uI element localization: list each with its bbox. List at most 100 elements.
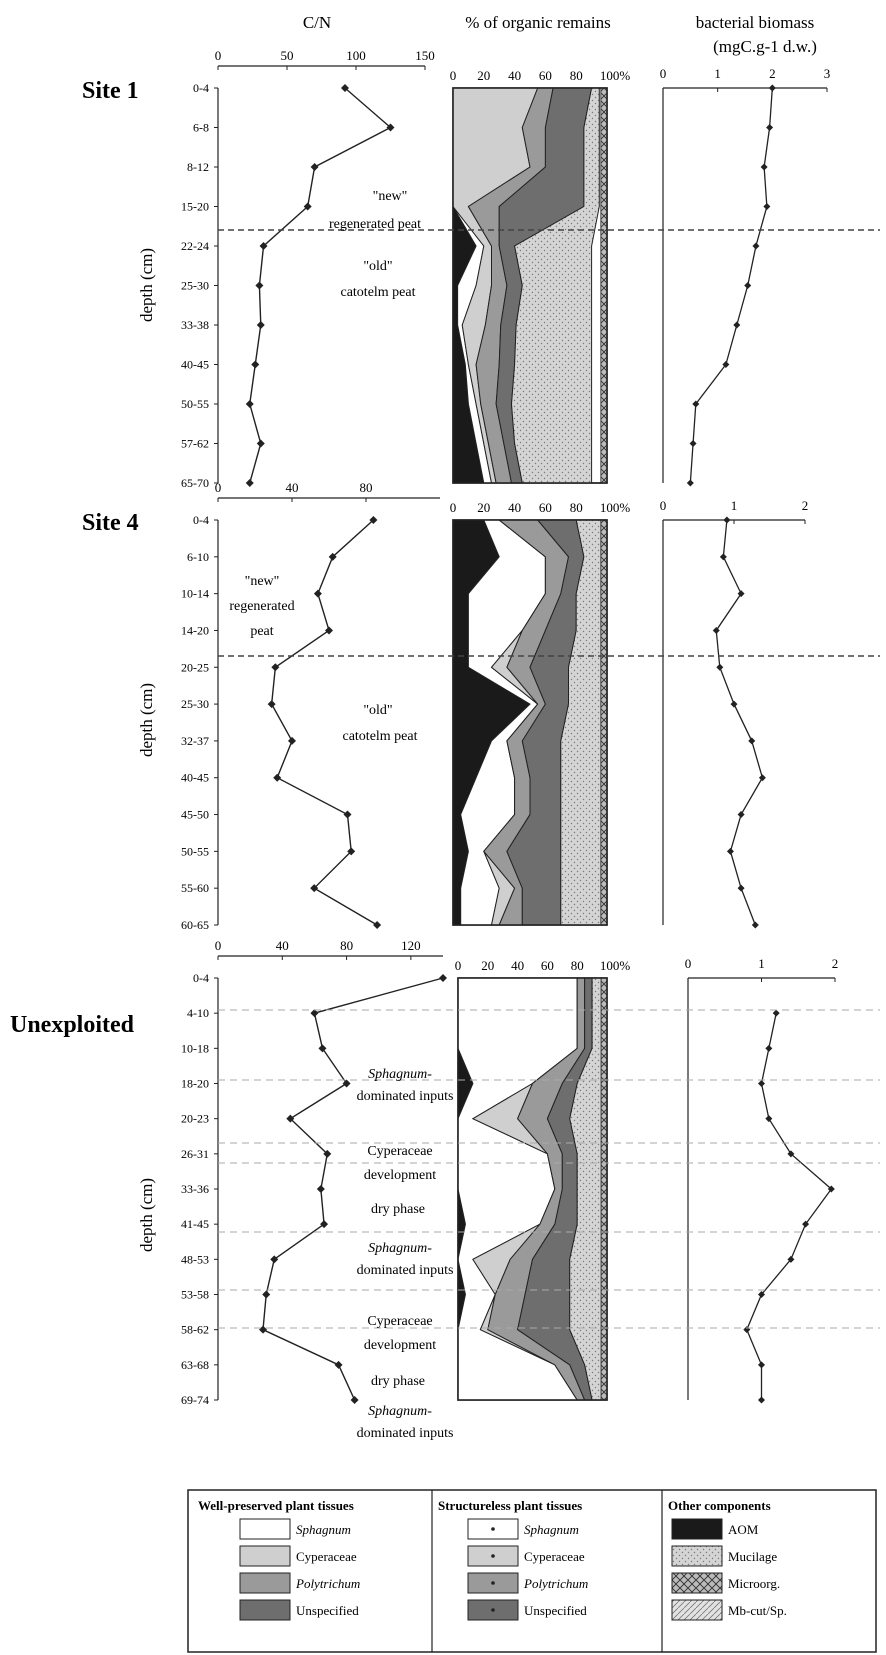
- depth-label-0-6: 33-38: [181, 318, 209, 332]
- bio-series-line-2: [746, 1013, 833, 1400]
- organic-ticklabel-0-3: 60: [539, 68, 552, 83]
- organic-ticklabel-0-4: 80: [570, 68, 583, 83]
- depth-label-2-2: 10-18: [181, 1041, 209, 1055]
- cn-point-2-3: [342, 1079, 351, 1088]
- depth-label-0-10: 65-70: [181, 476, 209, 490]
- depth-label-1-6: 32-37: [181, 734, 209, 748]
- site-label-unexploited: Unexploited: [10, 1012, 135, 1038]
- legend-swatch-mucilage: [671, 1545, 723, 1567]
- bio-point-0-5: [744, 282, 752, 289]
- cn-point-0-10: [245, 479, 254, 487]
- legend-label-mbcut: Mb-cut/Sp.: [728, 1603, 787, 1618]
- depth-label-0-9: 57-62: [181, 437, 209, 451]
- organic-ticklabel-2-2: 40: [511, 958, 524, 973]
- bio-series-line-1: [715, 519, 764, 926]
- bio-point-2-9: [743, 1326, 751, 1334]
- bio-point-1-0: [723, 516, 731, 524]
- bio-point-2-0: [772, 1009, 780, 1017]
- bio-point-0-1: [766, 124, 774, 131]
- cn-ticklabel-0-1: 50: [281, 48, 294, 63]
- depth-label-4: depth (cm): [137, 683, 156, 757]
- bio-point-1-2: [737, 590, 745, 598]
- bio-point-1-8: [737, 811, 745, 819]
- organic-ticklabel-2-1: 20: [481, 958, 494, 973]
- header-biomass-1: bacterial biomass: [696, 13, 815, 32]
- header-organic: % of organic remains: [465, 13, 611, 32]
- cn-point-0-0: [340, 84, 349, 92]
- cn-series-line-1: [270, 519, 378, 926]
- bio-ticklabel-0-0: 0: [660, 66, 667, 81]
- cn-series-line-2: [262, 977, 444, 1401]
- depth-label-1-3: 14-20: [181, 623, 209, 637]
- bio-point-0-9: [689, 440, 697, 447]
- bio-point-1-4: [716, 663, 724, 671]
- bio-point-2-10: [758, 1361, 765, 1369]
- legend-swatch-well-sphagnum: [239, 1518, 291, 1540]
- legend-swatch-well-polytrichum: [239, 1572, 291, 1594]
- bio-point-2-8: [758, 1291, 765, 1298]
- organic-ticklabel-2-0: 0: [455, 958, 462, 973]
- depth-label-2-1: 4-10: [187, 1006, 209, 1020]
- annotation-site1-new: "new": [373, 189, 408, 204]
- depth-label-2-8: 48-53: [181, 1252, 209, 1266]
- cn-point-2-6: [316, 1185, 325, 1193]
- depth-label-1-11: 60-65: [181, 918, 209, 932]
- organic-microorg-strip-1: [600, 519, 608, 926]
- legend-label-microorg: Microorg.: [728, 1576, 780, 1591]
- site-label-4: Site 4: [82, 510, 139, 536]
- cn-point-2-2: [318, 1044, 327, 1053]
- organic-frame-top-0: [452, 87, 608, 484]
- bio-point-0-4: [752, 242, 760, 250]
- annotation-unexp-cyp1-b: development: [364, 1168, 436, 1183]
- cn-ticklabel-0-3: 150: [415, 48, 435, 63]
- cn-point-2-0: [439, 974, 447, 982]
- cn-point-0-3: [303, 202, 312, 211]
- depth-label-unexploited: depth (cm): [137, 1178, 156, 1252]
- legend-dot-struct-cyperaceae: [491, 1554, 495, 1558]
- annotation-unexp-sph1-b: dominated inputs: [357, 1089, 454, 1104]
- legend-border: [187, 1489, 877, 1653]
- depth-label-2-4: 20-23: [181, 1112, 209, 1126]
- cn-ticklabel-2-3: 120: [401, 938, 421, 953]
- organic-ticklabel-1-3: 60: [539, 500, 552, 515]
- depth-label-2-12: 69-74: [181, 1393, 209, 1407]
- annotation-unexp-sph3-a: Sphagnum-: [368, 1404, 432, 1419]
- legend-swatch-well-unspecified: [239, 1599, 291, 1621]
- depth-label-1-10: 55-60: [181, 881, 209, 895]
- depth-label-2-7: 41-45: [181, 1217, 209, 1231]
- bio-ticklabel-2-1: 1: [758, 956, 765, 971]
- depth-label-2-5: 26-31: [181, 1147, 209, 1161]
- annotation-unexp-dry2: dry phase: [371, 1374, 425, 1389]
- bio-ticklabel-1-0: 0: [660, 498, 667, 513]
- organic-microorg-strip-0: [600, 87, 608, 484]
- cn-ticklabel-1-1: 40: [286, 480, 299, 495]
- header-biomass-2: (mgC.g-1 d.w.): [713, 37, 817, 56]
- cn-point-1-8: [343, 810, 352, 819]
- cn-ticklabel-0-0: 0: [215, 48, 222, 63]
- depth-label-0-3: 15-20: [181, 200, 209, 214]
- organic-ticklabel-1-4: 80: [570, 500, 583, 515]
- legend-label-aom: AOM: [728, 1522, 759, 1537]
- bio-point-2-1: [765, 1044, 773, 1052]
- bio-point-0-7: [722, 361, 730, 368]
- bio-series-line-0: [689, 87, 773, 484]
- organic-ticklabel-0-1: 20: [477, 68, 490, 83]
- bio-point-0-10: [686, 479, 694, 487]
- legend-swatch-mbcut: [671, 1599, 723, 1621]
- cn-point-1-3: [325, 626, 333, 635]
- depth-label-0-1: 6-8: [193, 121, 209, 135]
- cn-ticklabel-2-0: 0: [215, 938, 222, 953]
- organic-ticklabel-0-2: 40: [508, 68, 521, 83]
- depth-label-2-6: 33-36: [181, 1182, 209, 1196]
- organic-ticklabel-1-5: 100%: [600, 500, 631, 515]
- annotation-site4-new: "new": [245, 574, 280, 589]
- depth-label-1-2: 10-14: [181, 587, 209, 601]
- cn-point-2-7: [320, 1220, 329, 1229]
- depth-label-1-0: 0-4: [193, 513, 209, 527]
- bio-point-0-2: [760, 163, 768, 171]
- legend-label-mucilage: Mucilage: [728, 1549, 777, 1564]
- depth-label-0-0: 0-4: [193, 81, 209, 95]
- bio-point-2-4: [787, 1150, 795, 1158]
- cn-point-0-8: [245, 400, 254, 408]
